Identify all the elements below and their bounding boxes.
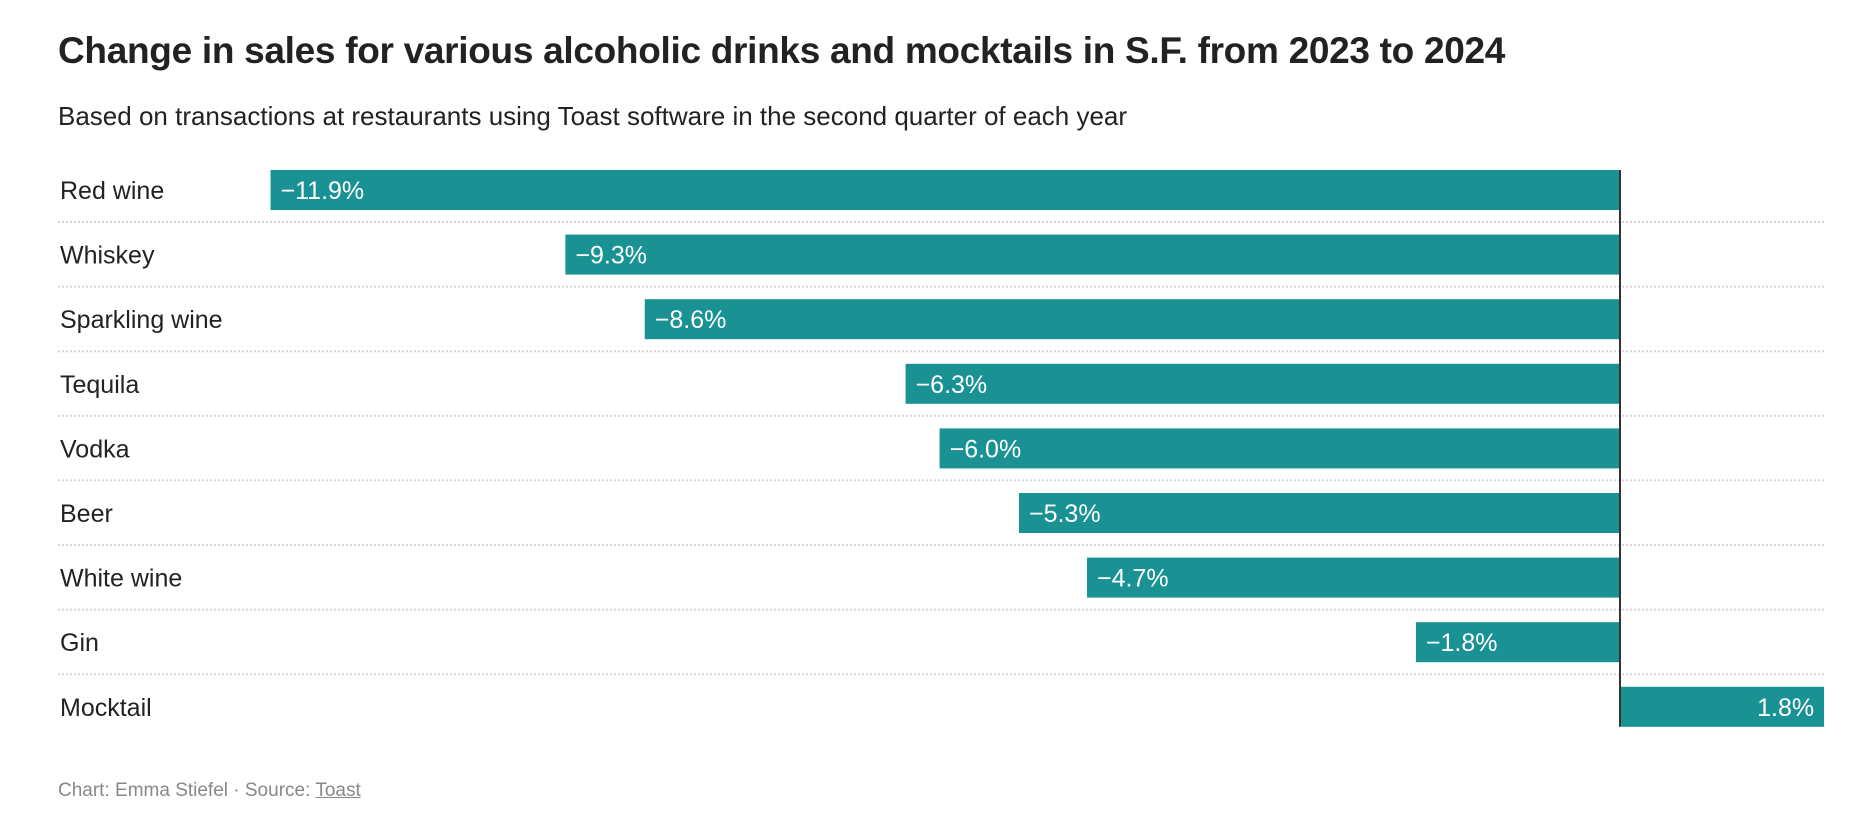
bar — [1415, 622, 1620, 663]
data-label: −11.9% — [281, 177, 365, 205]
category-label: Vodka — [60, 435, 130, 463]
category-label: Red wine — [60, 177, 164, 205]
category-label: Gin — [60, 629, 99, 657]
data-label: −8.6% — [655, 306, 727, 334]
chart-title: Change in sales for various alcoholic dr… — [58, 30, 1506, 71]
bar — [1087, 557, 1620, 598]
chart-footer: Chart: Emma Stiefel · Source: Toast — [58, 780, 361, 802]
data-label: −4.7% — [1097, 565, 1169, 593]
bar — [270, 170, 1620, 210]
chart-subtitle: Based on transactions at restaurants usi… — [58, 101, 1128, 131]
data-label: −5.3% — [1029, 500, 1101, 528]
bar — [565, 234, 1620, 275]
bar — [939, 428, 1620, 469]
bar — [1620, 686, 1825, 727]
bar — [1018, 493, 1620, 533]
category-label: Beer — [60, 500, 113, 528]
credit-text: Chart: Emma Stiefel · Source: — [58, 780, 316, 801]
data-label: −1.8% — [1426, 629, 1498, 657]
data-label: −9.3% — [575, 242, 647, 270]
category-label: White wine — [60, 565, 182, 593]
data-label: 1.8% — [1757, 694, 1814, 722]
category-label: Mocktail — [60, 694, 152, 722]
category-label: Sparkling wine — [60, 306, 223, 334]
data-label: −6.3% — [916, 371, 988, 399]
bar — [644, 299, 1620, 340]
category-label: Whiskey — [60, 242, 155, 270]
category-label: Tequila — [60, 371, 139, 399]
source-link[interactable]: Toast — [315, 780, 361, 801]
data-label: −6.0% — [950, 435, 1022, 463]
bar — [905, 363, 1620, 404]
